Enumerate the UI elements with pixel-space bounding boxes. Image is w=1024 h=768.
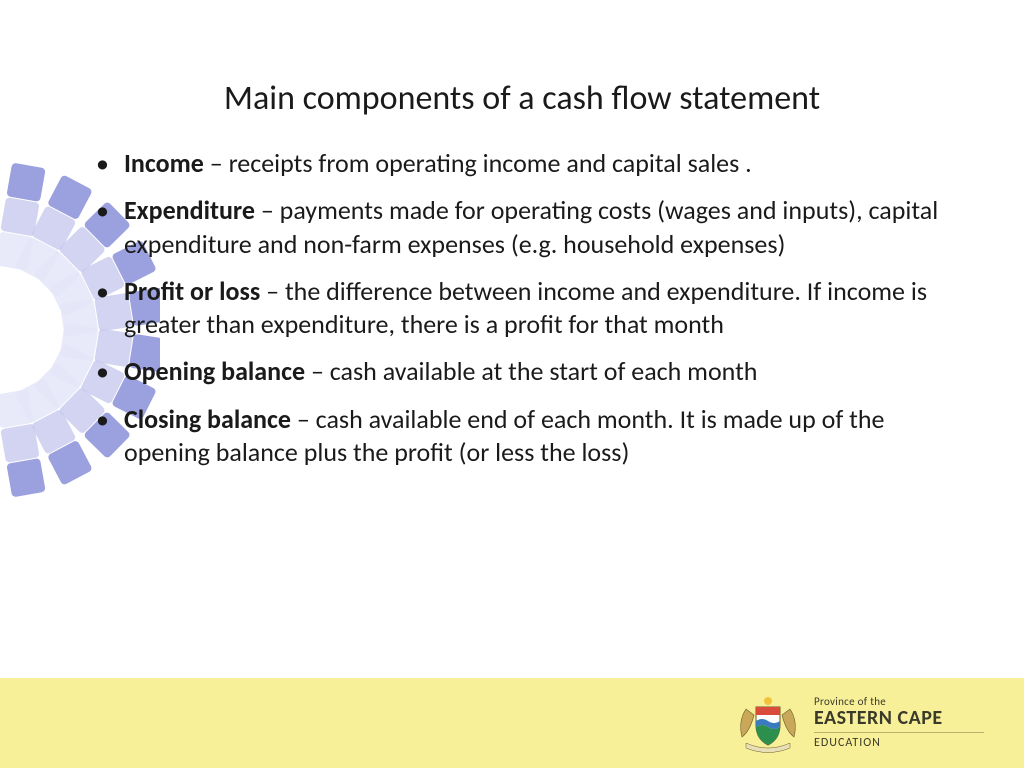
slide: Main components of a cash flow statement… <box>0 0 1024 768</box>
bullet-term: Income <box>124 147 204 179</box>
crest-icon <box>736 691 800 755</box>
bullet-item: Expenditure – payments made for operatin… <box>90 194 954 261</box>
brand-divider <box>814 732 984 733</box>
bullet-item: Closing balance – cash available end of … <box>90 403 954 470</box>
bullet-term: Opening balance <box>124 355 305 387</box>
bullet-desc: – receipts from operating income and cap… <box>204 147 752 179</box>
bullet-item: Opening balance – cash available at the … <box>90 355 954 388</box>
brand-sub-text: EDUCATION <box>814 737 984 750</box>
bullet-term: Expenditure <box>124 194 255 226</box>
bullet-term: Profit or loss <box>124 275 260 307</box>
bullet-list: Income – receipts from operating income … <box>90 147 954 469</box>
content-area: Main components of a cash flow statement… <box>0 0 1024 469</box>
bullet-item: Income – receipts from operating income … <box>90 147 954 180</box>
bullet-item: Profit or loss – the difference between … <box>90 275 954 342</box>
brand-main-text: EASTERN CAPE <box>814 708 984 729</box>
bullet-desc: – cash available at the start of each mo… <box>305 355 757 387</box>
slide-title: Main components of a cash flow statement <box>90 78 954 119</box>
footer-bar: Province of the EASTERN CAPE EDUCATION <box>0 678 1024 768</box>
bullet-term: Closing balance <box>124 403 291 435</box>
brand-block: Province of the EASTERN CAPE EDUCATION <box>814 696 984 749</box>
